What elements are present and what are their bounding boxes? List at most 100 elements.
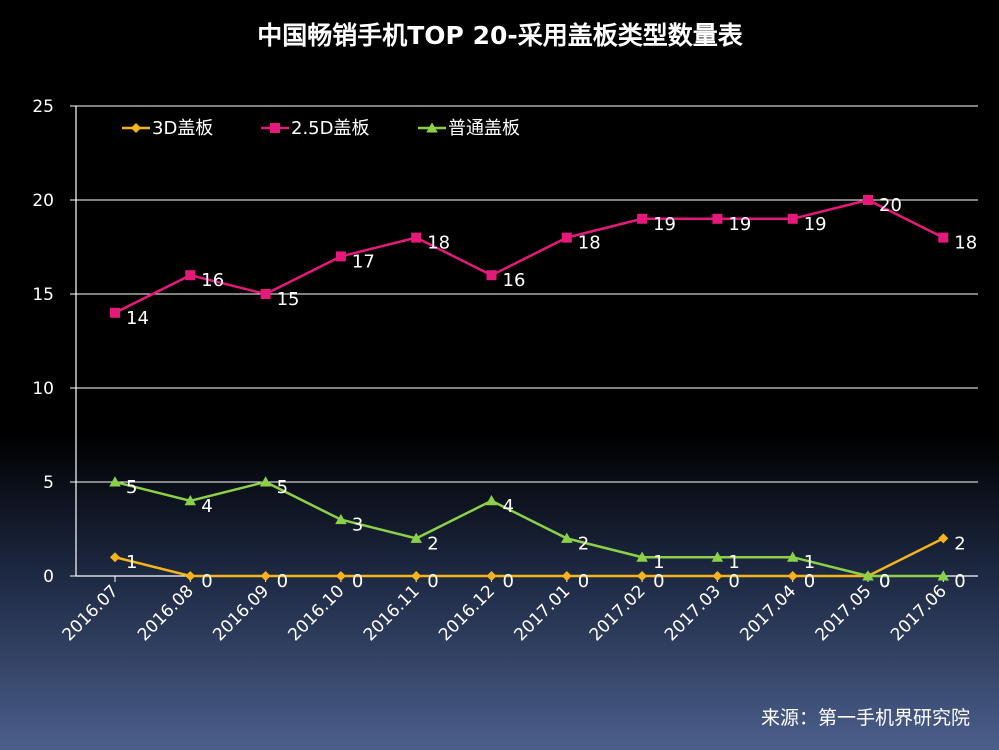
data-point <box>110 552 120 563</box>
data-point <box>110 307 120 318</box>
data-point <box>712 213 723 224</box>
x-tick-label: 2017.01 <box>510 581 574 645</box>
legend-label: 2.5D盖板 <box>291 118 370 139</box>
data-point <box>937 570 950 581</box>
y-tick-labels: 0 5 10 15 20 25 <box>32 97 54 587</box>
data-label: 1 <box>126 552 137 573</box>
data-point <box>411 232 422 243</box>
x-tick-label: 2017.06 <box>887 581 951 645</box>
data-label: 0 <box>728 571 739 592</box>
y-tick-label: 15 <box>32 285 54 305</box>
series-line-1 <box>114 198 944 314</box>
y-tick-label: 25 <box>32 97 54 117</box>
data-label: 20 <box>879 195 902 216</box>
legend-marker <box>270 123 280 133</box>
data-label: 1 <box>728 552 739 573</box>
data-label: 2 <box>427 533 438 554</box>
data-label: 0 <box>352 571 363 592</box>
data-label: 14 <box>126 308 149 329</box>
data-point <box>711 551 724 562</box>
data-label: 1 <box>804 552 815 573</box>
data-point <box>185 571 196 581</box>
data-point <box>410 532 422 543</box>
data-point <box>863 195 873 205</box>
data-label: 5 <box>126 477 137 498</box>
data-label: 1 <box>653 552 664 573</box>
data-point <box>109 476 121 487</box>
data-point <box>561 532 573 543</box>
x-tick-label: 2017.02 <box>586 581 650 645</box>
data-label: 18 <box>578 233 601 254</box>
data-label: 0 <box>503 571 514 592</box>
data-label: 0 <box>277 571 288 592</box>
data-label: 0 <box>427 571 438 592</box>
chart-title: 中国畅销手机TOP 20-采用盖板类型数量表 <box>257 21 743 50</box>
data-label: 0 <box>201 571 212 592</box>
data-point <box>185 270 196 281</box>
x-tick-label: 2016.09 <box>209 581 273 645</box>
data-point <box>486 270 497 281</box>
source-note: 来源：第一手机界研究院 <box>761 707 970 729</box>
x-tick-label: 2016.08 <box>134 581 198 645</box>
series-line-2 <box>114 480 944 578</box>
x-tick-label: 2017.03 <box>661 581 725 645</box>
data-point <box>786 551 799 562</box>
data-label: 0 <box>804 571 815 592</box>
data-label: 0 <box>879 571 890 592</box>
x-tick-label: 2016.11 <box>360 581 424 645</box>
x-tick-label: 2016.10 <box>285 581 349 645</box>
data-point <box>712 571 723 581</box>
legend-marker <box>131 123 141 133</box>
data-point <box>486 571 497 581</box>
data-label: 0 <box>578 571 589 592</box>
data-label: 2 <box>578 533 589 554</box>
data-label: 18 <box>427 233 450 254</box>
data-point <box>485 495 498 506</box>
data-point <box>259 476 272 487</box>
data-label: 5 <box>277 477 288 498</box>
data-point <box>636 551 648 562</box>
data-point <box>561 571 572 581</box>
data-label: 17 <box>352 251 375 272</box>
y-tick-label: 20 <box>32 191 54 211</box>
data-point <box>938 232 949 243</box>
data-point <box>335 513 347 525</box>
data-point <box>862 570 874 581</box>
legend: 3D盖板 2.5D盖板 普通盖板 <box>122 118 520 139</box>
data-point <box>260 289 271 299</box>
data-label: 16 <box>503 270 526 291</box>
data-label: 3 <box>352 515 363 536</box>
x-tick-label: 2017.04 <box>736 581 800 645</box>
data-point <box>411 571 422 581</box>
data-label: 15 <box>277 289 300 310</box>
data-label: 19 <box>804 214 827 235</box>
legend-label: 3D盖板 <box>152 118 213 139</box>
data-label: 0 <box>879 571 890 592</box>
data-label: 0 <box>653 571 664 592</box>
data-point <box>787 571 798 581</box>
data-point <box>561 232 572 243</box>
data-point <box>938 533 949 544</box>
y-tick-label: 0 <box>43 567 54 587</box>
legend-label: 普通盖板 <box>448 118 520 139</box>
data-point <box>335 251 346 262</box>
legend-marker <box>426 122 438 133</box>
x-tick-label: 2016.12 <box>435 581 499 645</box>
data-point <box>787 213 798 224</box>
data-label: 18 <box>954 233 977 254</box>
data-point <box>335 571 346 581</box>
data-label: 2 <box>954 533 965 554</box>
data-label: 4 <box>503 496 514 517</box>
y-tick-label: 10 <box>32 379 54 399</box>
y-tick-label: 5 <box>43 473 54 493</box>
data-label: 16 <box>201 270 224 291</box>
data-label: 19 <box>728 214 751 235</box>
data-point <box>637 213 648 224</box>
data-point <box>637 571 648 581</box>
x-tick-label: 2016.07 <box>59 581 123 645</box>
data-label: 19 <box>653 214 676 235</box>
data-label: 0 <box>954 571 965 592</box>
data-point <box>184 495 197 506</box>
